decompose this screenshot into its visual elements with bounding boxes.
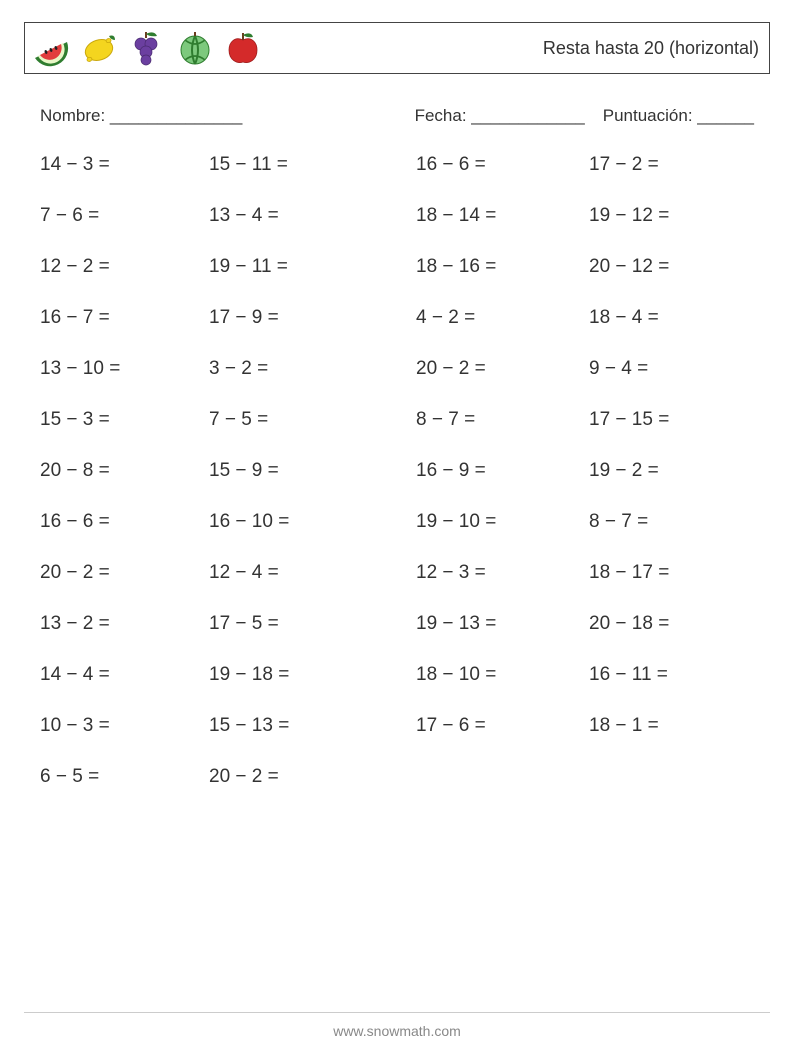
- name-field: Nombre: ______________: [40, 106, 242, 126]
- problem-cell: 19 − 11 =: [209, 256, 406, 278]
- problem-cell: 19 − 12 =: [589, 205, 739, 227]
- fruit-icons: [31, 28, 263, 68]
- problems-row: 14 − 3 = 15 − 11 = 16 − 6 = 17 − 2 =: [40, 154, 754, 176]
- problems-grid: 14 − 3 = 15 − 11 = 16 − 6 = 17 − 2 = 7 − 6 =…: [24, 154, 770, 788]
- apple-icon: [223, 28, 263, 68]
- date-field: Fecha: ____________: [415, 106, 585, 126]
- problem-cell: 14 − 3 =: [40, 154, 199, 176]
- problem-cell: 15 − 11 =: [209, 154, 406, 176]
- grapes-icon: [127, 28, 167, 68]
- problems-row: 20 − 8 = 15 − 9 = 16 − 9 = 19 − 2 =: [40, 460, 754, 482]
- problem-cell: 20 − 8 =: [40, 460, 199, 482]
- problems-row: 16 − 7 = 17 − 9 = 4 − 2 = 18 − 4 =: [40, 307, 754, 329]
- score-field: Puntuación: ______: [603, 106, 754, 126]
- problems-row: 7 − 6 = 13 − 4 = 18 − 14 = 19 − 12 =: [40, 205, 754, 227]
- worksheet-title: Resta hasta 20 (horizontal): [543, 38, 759, 59]
- problem-cell: 13 − 4 =: [209, 205, 406, 227]
- problem-cell: 18 − 1 =: [589, 715, 739, 737]
- problem-cell: 20 − 2 =: [40, 562, 199, 584]
- problems-row: 15 − 3 = 7 − 5 = 8 − 7 = 17 − 15 =: [40, 409, 754, 431]
- problem-cell: 15 − 3 =: [40, 409, 199, 431]
- problem-cell: 18 − 4 =: [589, 307, 739, 329]
- problems-row: 10 − 3 = 15 − 13 = 17 − 6 = 18 − 1 =: [40, 715, 754, 737]
- problem-cell: 18 − 10 =: [416, 664, 579, 686]
- problem-cell: 12 − 4 =: [209, 562, 406, 584]
- problem-cell: 13 − 10 =: [40, 358, 199, 380]
- problem-cell: 18 − 14 =: [416, 205, 579, 227]
- problem-cell: 16 − 9 =: [416, 460, 579, 482]
- problem-cell: 8 − 7 =: [589, 511, 739, 533]
- problem-cell: 15 − 13 =: [209, 715, 406, 737]
- problem-cell: 7 − 6 =: [40, 205, 199, 227]
- problem-cell: 20 − 18 =: [589, 613, 739, 635]
- problem-cell: 17 − 9 =: [209, 307, 406, 329]
- problem-cell: 4 − 2 =: [416, 307, 579, 329]
- problem-cell: 6 − 5 =: [40, 766, 199, 788]
- problem-cell: 16 − 7 =: [40, 307, 199, 329]
- problems-row: 16 − 6 = 16 − 10 = 19 − 10 = 8 − 7 =: [40, 511, 754, 533]
- problem-cell: 20 − 2 =: [416, 358, 579, 380]
- problems-row: 20 − 2 = 12 − 4 = 12 − 3 = 18 − 17 =: [40, 562, 754, 584]
- problem-cell: 16 − 6 =: [416, 154, 579, 176]
- lemon-icon: [79, 28, 119, 68]
- worksheet-header: Resta hasta 20 (horizontal): [24, 22, 770, 74]
- problem-cell: 18 − 16 =: [416, 256, 579, 278]
- info-line: Nombre: ______________ Fecha: __________…: [40, 106, 754, 126]
- problem-cell: 20 − 12 =: [589, 256, 739, 278]
- watermelon-icon: [31, 28, 71, 68]
- problem-cell: 12 − 2 =: [40, 256, 199, 278]
- problem-cell: 17 − 2 =: [589, 154, 739, 176]
- problems-row: 13 − 10 = 3 − 2 = 20 − 2 = 9 − 4 =: [40, 358, 754, 380]
- problem-cell: 12 − 3 =: [416, 562, 579, 584]
- problem-cell: 17 − 6 =: [416, 715, 579, 737]
- problem-cell: 9 − 4 =: [589, 358, 739, 380]
- problem-cell: 18 − 17 =: [589, 562, 739, 584]
- problem-cell: 19 − 18 =: [209, 664, 406, 686]
- footer-link: www.snowmath.com: [333, 1023, 461, 1039]
- problems-row: 13 − 2 = 17 − 5 = 19 − 13 = 20 − 18 =: [40, 613, 754, 635]
- problem-cell: 19 − 13 =: [416, 613, 579, 635]
- problem-cell: 16 − 6 =: [40, 511, 199, 533]
- problem-cell: 19 − 2 =: [589, 460, 739, 482]
- problems-row: 14 − 4 = 19 − 18 = 18 − 10 = 16 − 11 =: [40, 664, 754, 686]
- problem-cell: 10 − 3 =: [40, 715, 199, 737]
- problem-cell: 3 − 2 =: [209, 358, 406, 380]
- problem-cell: 16 − 11 =: [589, 664, 739, 686]
- problem-cell: 17 − 5 =: [209, 613, 406, 635]
- problem-cell: 20 − 2 =: [209, 766, 406, 788]
- problem-cell: 14 − 4 =: [40, 664, 199, 686]
- problem-cell: 17 − 15 =: [589, 409, 739, 431]
- problem-cell: 16 − 10 =: [209, 511, 406, 533]
- problem-cell: 8 − 7 =: [416, 409, 579, 431]
- problems-row: 6 − 5 = 20 − 2 =: [40, 766, 754, 788]
- problems-row: 12 − 2 = 19 − 11 = 18 − 16 = 20 − 12 =: [40, 256, 754, 278]
- problem-cell: 15 − 9 =: [209, 460, 406, 482]
- problem-cell: 13 − 2 =: [40, 613, 199, 635]
- page-footer: www.snowmath.com: [24, 1012, 770, 1039]
- problem-cell: 19 − 10 =: [416, 511, 579, 533]
- problem-cell: 7 − 5 =: [209, 409, 406, 431]
- melon-icon: [175, 28, 215, 68]
